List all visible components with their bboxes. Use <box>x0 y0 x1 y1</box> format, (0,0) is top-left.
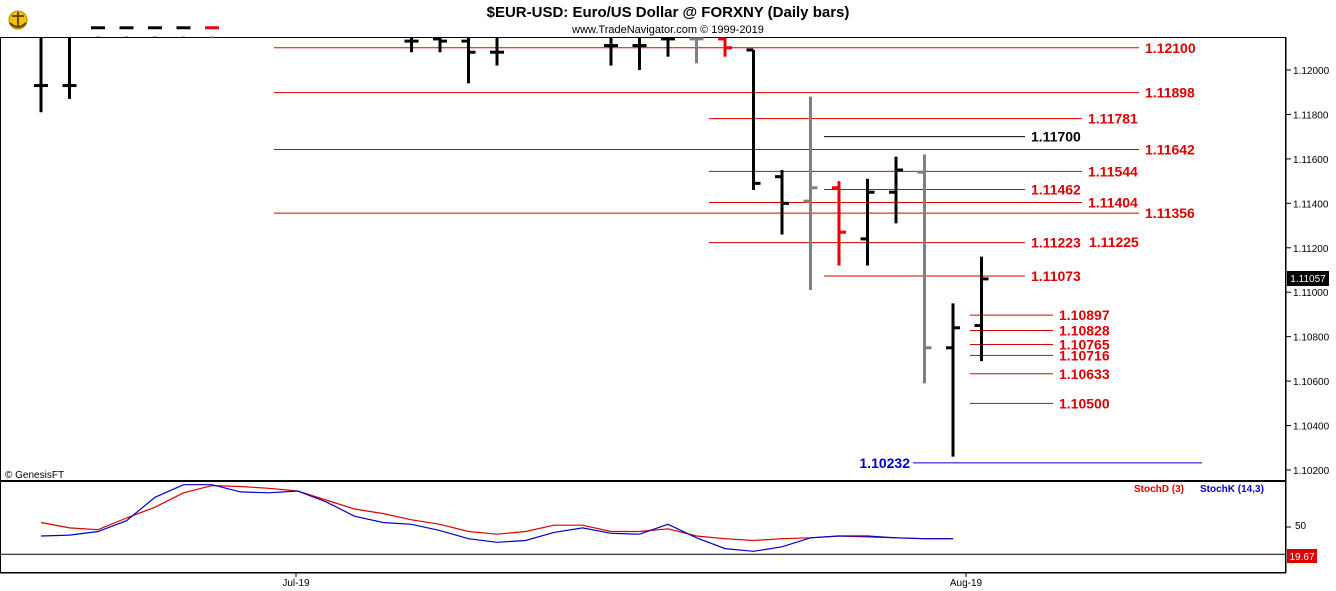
ohlc-bar <box>832 181 846 266</box>
level-label: 1.11642 <box>1145 142 1195 158</box>
price-bars <box>34 26 989 457</box>
level-label: 1.11462 <box>1031 182 1081 198</box>
level-label: 1.11781 <box>1088 111 1138 127</box>
last-price-value: 1.11057 <box>1290 274 1326 285</box>
level-label: 1.10716 <box>1059 347 1110 363</box>
price-tick-label: 1.10200 <box>1293 466 1330 477</box>
chart-title: $EUR-USD: Euro/US Dollar @ FORXNY (Daily… <box>487 4 850 21</box>
stochastic-indicator <box>1 484 1291 555</box>
ohlc-bar <box>91 26 105 38</box>
price-tick-label: 1.10800 <box>1293 333 1330 344</box>
ohlc-bar <box>176 26 191 38</box>
stochd-line <box>40 484 953 542</box>
price-tick-label: 1.10600 <box>1293 377 1330 388</box>
level-label: 1.10828 <box>1059 322 1110 338</box>
anchor-logo-icon <box>8 10 28 30</box>
indicator-tick-50: 50 <box>1295 521 1307 532</box>
stochk-legend: StochK (14,3) <box>1200 484 1264 495</box>
ohlc-bar <box>148 26 162 38</box>
ohlc-bar <box>689 37 704 64</box>
price-tick-label: 1.11400 <box>1293 199 1329 210</box>
price-tick-label: 1.12000 <box>1293 66 1330 77</box>
price-tick-label: 1.11600 <box>1293 155 1329 166</box>
ohlc-bar <box>860 178 875 266</box>
x-tick-label: Aug-19 <box>950 578 983 589</box>
ohlc-bar <box>632 38 647 70</box>
level-label: 1.11404 <box>1088 194 1138 210</box>
level-label: 1.10633 <box>1059 366 1110 382</box>
ohlc-bar <box>661 37 675 57</box>
ohlc-bar <box>205 26 219 38</box>
ohlc-bar <box>803 96 818 290</box>
copyright-text: © GenesisFT <box>5 470 64 481</box>
ohlc-bar <box>775 170 789 235</box>
ohlc-bar <box>917 154 932 384</box>
level-label: 1.11073 <box>1031 268 1081 284</box>
level-label: 1.11225 <box>1089 234 1139 250</box>
x-axis: Jul-19 Aug-19 <box>282 573 983 589</box>
ohlc-bar <box>404 38 419 53</box>
level-label: 1.11356 <box>1145 205 1195 221</box>
ohlc-bar <box>62 38 77 99</box>
ohlc-bar <box>604 38 618 66</box>
level-label: 1.10897 <box>1059 307 1110 323</box>
price-axis: 1.12000 1.11800 1.11600 1.11400 1.11200 1.110… <box>1286 66 1330 477</box>
level-label: 1.11898 <box>1145 85 1195 101</box>
level-label: 1.10500 <box>1059 395 1110 411</box>
chart-subtitle: www.TradeNavigator.com © 1999-2019 <box>571 24 764 36</box>
ohlc-bar <box>946 303 960 457</box>
ohlc-bar <box>119 26 134 38</box>
indicator-last-badge: 19.67 <box>1287 549 1317 563</box>
ohlc-bar <box>433 37 447 53</box>
price-tick-label: 1.11800 <box>1293 110 1329 121</box>
ohlc-bar <box>746 48 761 190</box>
level-label: 1.11700 <box>1031 129 1081 145</box>
ohlc-bar <box>490 38 504 66</box>
price-tick-label: 1.10400 <box>1293 422 1330 433</box>
ohlc-bar <box>974 256 989 362</box>
level-label: 1.10232 <box>859 455 910 471</box>
ohlc-bar <box>461 38 476 84</box>
price-tick-label: 1.11200 <box>1293 244 1329 255</box>
ohlc-bar <box>34 38 48 113</box>
last-price-badge: 1.11057 <box>1287 271 1329 286</box>
price-tick-label: 1.11000 <box>1293 288 1329 299</box>
level-label: 1.11223 <box>1031 235 1081 251</box>
level-label: 1.11544 <box>1088 163 1138 179</box>
stochd-legend: StochD (3) <box>1134 484 1184 495</box>
stochk-line <box>40 484 953 552</box>
x-tick-label: Jul-19 <box>282 578 310 589</box>
ohlc-bar <box>718 37 732 57</box>
level-label: 1.12100 <box>1145 40 1196 56</box>
levels-layer: 1.12100 1.11898 1.11781 1.11700 1.11642 1.115… <box>274 40 1202 471</box>
ohlc-bar <box>889 156 903 224</box>
level-label: 1.10765 <box>1059 336 1110 352</box>
indicator-last-value: 19.67 <box>1289 552 1314 563</box>
